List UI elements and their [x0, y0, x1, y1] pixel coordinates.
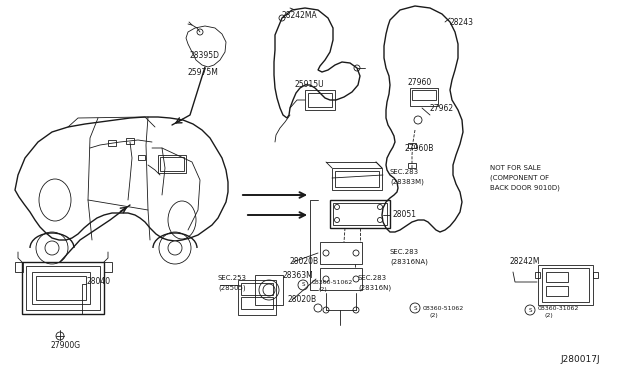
Circle shape	[45, 241, 59, 255]
Text: 28242MA: 28242MA	[282, 10, 317, 19]
Text: 08360-31062: 08360-31062	[538, 305, 579, 311]
Text: 28020B: 28020B	[288, 295, 317, 305]
Text: 28395D: 28395D	[190, 51, 220, 60]
Text: 25975M: 25975M	[188, 67, 219, 77]
Text: J280017J: J280017J	[561, 356, 600, 365]
Text: 28243: 28243	[450, 17, 474, 26]
Text: 08360-51062: 08360-51062	[312, 279, 353, 285]
Text: S: S	[301, 282, 305, 288]
Text: (28316N): (28316N)	[358, 285, 391, 291]
Text: 27960B: 27960B	[405, 144, 435, 153]
Text: 28040: 28040	[86, 278, 110, 286]
Text: SEC.283: SEC.283	[390, 169, 419, 175]
Text: (2): (2)	[430, 314, 439, 318]
Text: 28363M: 28363M	[283, 270, 314, 279]
Text: (COMPONENT OF: (COMPONENT OF	[490, 175, 549, 181]
Text: SEC.283: SEC.283	[358, 275, 387, 281]
Text: 27960: 27960	[408, 77, 432, 87]
Text: 27900G: 27900G	[50, 340, 80, 350]
Text: 25915U: 25915U	[295, 80, 324, 89]
Circle shape	[168, 241, 182, 255]
Text: 28020B: 28020B	[290, 257, 319, 266]
Text: 27962: 27962	[430, 103, 454, 112]
Text: S: S	[413, 305, 417, 311]
Text: SEC.283: SEC.283	[390, 249, 419, 255]
Text: NOT FOR SALE: NOT FOR SALE	[490, 165, 541, 171]
Text: (28505): (28505)	[218, 285, 246, 291]
Text: 08360-51062: 08360-51062	[423, 305, 464, 311]
Text: (28383M): (28383M)	[390, 179, 424, 185]
Text: (28316NA): (28316NA)	[390, 259, 428, 265]
Text: BACK DOOR 9010D): BACK DOOR 9010D)	[490, 185, 560, 191]
Text: S: S	[528, 308, 532, 312]
Text: 28051: 28051	[393, 209, 417, 218]
Text: (2): (2)	[545, 314, 554, 318]
Text: SEC.253: SEC.253	[218, 275, 247, 281]
Text: (2): (2)	[319, 288, 328, 292]
Text: 28242M: 28242M	[510, 257, 541, 266]
